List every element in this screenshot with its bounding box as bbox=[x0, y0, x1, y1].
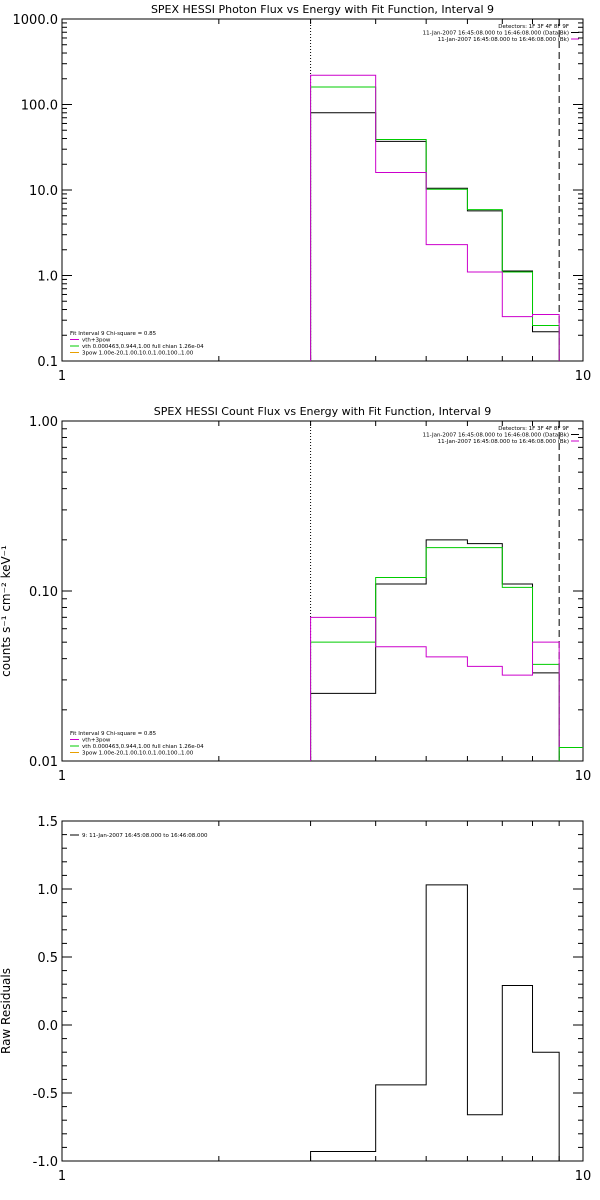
legend-entry: 3pow 1.00e-20,1.00,10.0,1.00,100.,1.00 bbox=[82, 751, 194, 757]
y-tick-label: 100.0 bbox=[21, 99, 58, 114]
y-tick-label: 10.0 bbox=[29, 184, 58, 199]
y-tick-label: -0.5 bbox=[33, 1087, 58, 1102]
chart-title: SPEX HESSI Count Flux vs Energy with Fit… bbox=[154, 405, 491, 418]
legend-entry: vth+3pow bbox=[82, 338, 111, 344]
y-tick-label: -1.0 bbox=[33, 1155, 58, 1170]
x-tick-label: 10 bbox=[575, 1169, 592, 1184]
y-axis-label: Raw Residuals bbox=[0, 968, 13, 1054]
photon-flux-panel: SPEX HESSI Photon Flux vs Energy with Fi… bbox=[13, 3, 592, 384]
legend-entry: 11-Jan-2007 16:45:08.000 to 16:46:08.000… bbox=[423, 31, 569, 37]
y-tick-label: 1000.0 bbox=[13, 13, 59, 28]
y-tick-label: 1.5 bbox=[37, 815, 58, 830]
histogram-series-0 bbox=[310, 539, 560, 761]
y-tick-label: 1.0 bbox=[37, 883, 58, 898]
x-tick-label: 1 bbox=[58, 769, 66, 784]
x-tick-label: 1 bbox=[58, 1169, 66, 1184]
x-tick-label: 10 bbox=[575, 769, 592, 784]
residuals-panel: 1.5 1.0 0.5 0.0 -0.5 -1.01 10 Raw Residuals 9: 1… bbox=[0, 815, 591, 1184]
chart-title: SPEX HESSI Photon Flux vs Energy with Fi… bbox=[151, 3, 494, 16]
histogram-series-2 bbox=[310, 616, 560, 761]
plot-frame bbox=[61, 820, 584, 1162]
plot-frame bbox=[61, 420, 584, 762]
y-tick-label: 1.00 bbox=[29, 415, 58, 430]
histogram-series-1 bbox=[310, 547, 560, 761]
y-tick-label: 0.5 bbox=[37, 951, 58, 966]
histogram-series-0 bbox=[310, 884, 560, 1161]
y-tick-label: 0.01 bbox=[29, 755, 58, 770]
detectors-header: Detectors: 1F 3F 4F 8F 9F bbox=[498, 24, 569, 30]
x-tick-label: 10 bbox=[575, 369, 592, 384]
histogram-extra-bin bbox=[558, 747, 583, 761]
histogram-series-0 bbox=[310, 112, 560, 361]
x-tick-label: 1 bbox=[58, 369, 66, 384]
legend-entry: vth+3pow bbox=[82, 738, 111, 744]
y-tick-label: 0.10 bbox=[29, 585, 58, 600]
legend-entry: vth 0.000463,0.944,1.00 full chian 1.26e… bbox=[82, 744, 204, 750]
fit-legend-header: Fit Interval 9 Chi-square = 0.85 bbox=[70, 731, 157, 737]
y-tick-label: 0.0 bbox=[37, 1019, 58, 1034]
legend-entry: 11-Jan-2007 16:45:08.000 to 16:46:08.000… bbox=[438, 439, 569, 445]
legend-entry: 11-Jan-2007 16:45:08.000 to 16:46:08.000… bbox=[423, 433, 569, 439]
legend-entry: 9: 11-Jan-2007 16:45:08.000 to 16:46:08.… bbox=[82, 833, 208, 839]
histogram-series-2 bbox=[310, 74, 560, 361]
fit-legend-header: Fit Interval 9 Chi-square = 0.85 bbox=[70, 331, 157, 337]
y-tick-label: 1.0 bbox=[37, 270, 58, 285]
legend-entry: 11-Jan-2007 16:45:08.000 to 16:46:08.000… bbox=[438, 37, 569, 43]
legend-entry: vth 0.000463,0.944,1.00 full chian 1.26e… bbox=[82, 344, 204, 350]
y-axis-label: counts s⁻¹ cm⁻² keV⁻¹ bbox=[0, 545, 13, 677]
y-tick-label: 0.1 bbox=[37, 355, 58, 370]
detectors-header: Detectors: 1F 3F 4F 8F 9F bbox=[498, 426, 569, 432]
legend-entry: 3pow 1.00e-20,1.00,10.0,1.00,100.,1.00 bbox=[82, 351, 194, 357]
plot-frame bbox=[61, 18, 584, 362]
count-flux-panel: SPEX HESSI Count Flux vs Energy with Fit… bbox=[0, 405, 591, 784]
histogram-series-1 bbox=[310, 86, 560, 361]
